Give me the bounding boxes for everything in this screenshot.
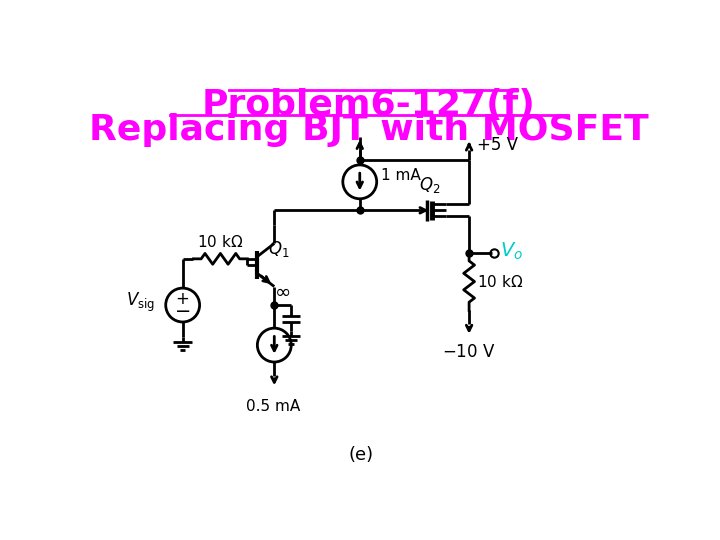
Text: +5 V: +5 V [477, 136, 518, 154]
Text: $Q_1$: $Q_1$ [268, 239, 289, 259]
Text: 10 k$\Omega$: 10 k$\Omega$ [197, 234, 243, 251]
Text: 10 k$\Omega$: 10 k$\Omega$ [477, 274, 523, 289]
Text: $-10$ V: $-10$ V [442, 343, 496, 361]
Text: 0.5 mA: 0.5 mA [246, 399, 300, 414]
Text: 1 mA: 1 mA [382, 168, 421, 183]
Text: Replacing BJT with MOSFET: Replacing BJT with MOSFET [89, 112, 649, 146]
Text: $Q_2$: $Q_2$ [419, 175, 441, 195]
Text: (e): (e) [348, 446, 374, 464]
Text: +: + [176, 290, 189, 308]
Text: $\infty$: $\infty$ [274, 282, 290, 301]
Text: −: − [174, 302, 191, 321]
Text: $V_o$: $V_o$ [500, 240, 523, 262]
Text: Problem6-127(f): Problem6-127(f) [202, 88, 536, 122]
Text: $V_{\mathrm{sig}}$: $V_{\mathrm{sig}}$ [126, 291, 155, 314]
